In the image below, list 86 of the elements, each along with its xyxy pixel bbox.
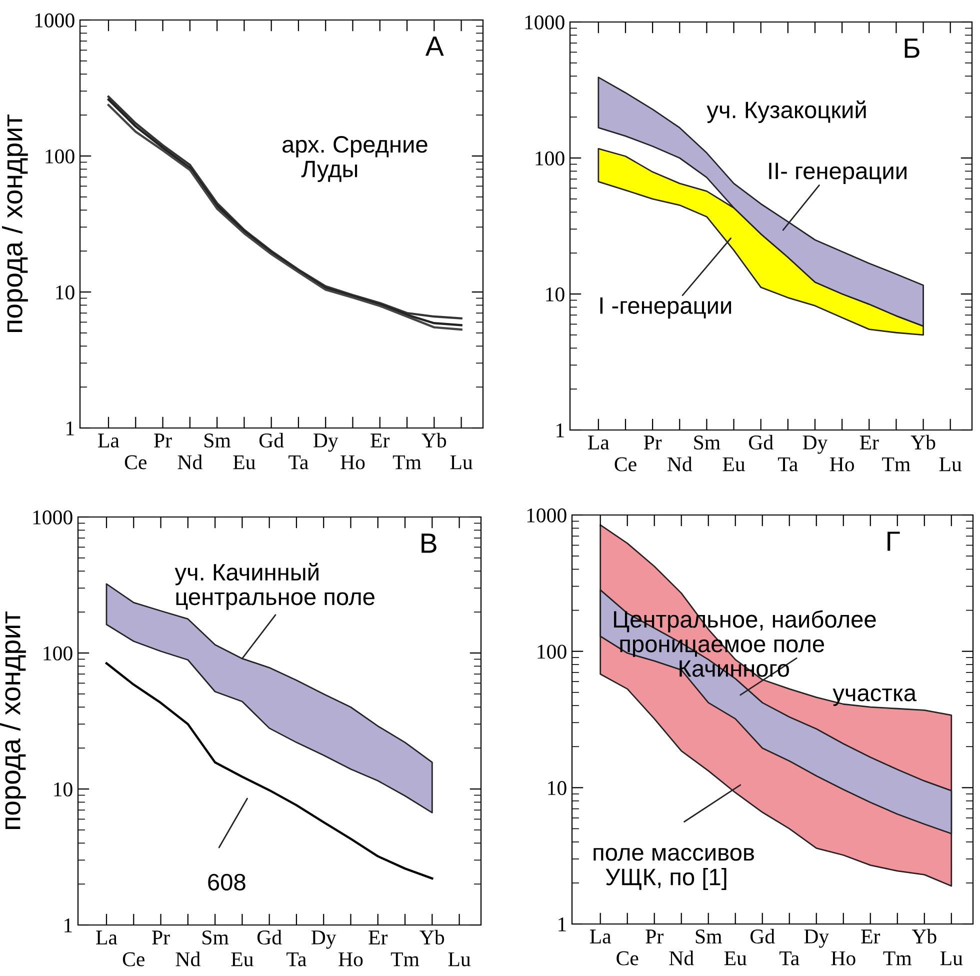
x-tick-label: Yb (422, 432, 446, 448)
x-tick-label: Nd (178, 454, 202, 470)
x-tick-label: Pr (154, 434, 172, 448)
x-tick-label: Sm (204, 434, 231, 448)
y-tick-label: 100 (46, 149, 74, 164)
x-tick-label: Lu (448, 952, 471, 966)
annotation: арх. Средние Луды (282, 136, 428, 182)
x-tick-label: Dy (313, 434, 338, 452)
x-tick-label: Lu (940, 951, 963, 966)
x-tick-label: Ce (124, 455, 146, 470)
x-tick-label: Tm (392, 455, 422, 470)
x-tick-label: Sm (694, 436, 720, 450)
x-tick-label: La (588, 436, 610, 450)
x-tick-label: Yb (912, 928, 936, 944)
y-tick-label: 100 (538, 644, 566, 659)
x-tick-label: Er (861, 930, 880, 944)
x-tick-label: Nd (176, 952, 200, 966)
y-tick-label: 1 (64, 918, 72, 932)
y-tick-label: 1 (558, 917, 566, 932)
annotation: А (425, 36, 444, 56)
y-tick-label: 10 (56, 285, 74, 300)
y-tick-label: 1000 (35, 13, 74, 28)
y-tick-label: 10 (546, 287, 564, 302)
x-tick-label: Eu (722, 457, 745, 472)
y-tick-label: 1 (556, 423, 564, 438)
x-tick-label: Ta (778, 457, 798, 472)
annotation: I -генерации (600, 297, 732, 319)
x-tick-label: Ho (338, 952, 363, 966)
x-tick-label: Dy (802, 436, 828, 454)
annotation: Б (904, 38, 920, 58)
x-tick-label: Ho (340, 455, 365, 470)
x-tick-label: Yb (910, 434, 936, 450)
annotation: II- генерации (769, 162, 906, 184)
x-tick-label: Lu (450, 455, 473, 470)
x-tick-label: Gd (748, 434, 774, 450)
x-tick-label: Yb (420, 930, 444, 945)
annotation: Г (888, 532, 900, 551)
x-tick-label: Ta (288, 455, 308, 470)
y-tick-label: 10 (548, 781, 566, 796)
y-tick-label: 1 (66, 421, 74, 436)
x-tick-label: Pr (644, 436, 662, 450)
y-tick-label: 1000 (525, 15, 564, 30)
x-tick-label: Gd (257, 930, 282, 945)
x-tick-label: La (590, 930, 612, 944)
x-tick-label: La (96, 930, 118, 945)
x-tick-label: Ho (831, 951, 856, 966)
x-tick-label: Ho (830, 457, 854, 472)
x-tick-label: Sm (202, 930, 229, 945)
x-tick-label: Sm (696, 930, 722, 944)
x-tick-label: Er (368, 930, 388, 944)
y-tick-label: 10 (54, 782, 72, 796)
annotation: поле массивов УЩК, по [1] (594, 848, 754, 890)
y-axis-title: порода / хондрит (2, 114, 28, 332)
x-tick-label: Tm (882, 457, 910, 472)
x-tick-label: Ta (286, 952, 306, 966)
x-tick-label: Eu (233, 455, 256, 470)
x-tick-label: Ce (122, 952, 144, 966)
x-tick-label: Dy (311, 930, 336, 949)
annotation: уч. Качинный центральное поле (174, 562, 374, 610)
x-tick-label: La (98, 434, 120, 448)
x-tick-label: Ce (616, 951, 638, 966)
x-tick-label: Pr (152, 930, 170, 944)
x-tick-label: Eu (724, 951, 747, 966)
annotation: уч. Кузакоцкий (706, 100, 866, 123)
x-tick-label: Gd (750, 928, 775, 944)
x-tick-label: Gd (259, 432, 284, 448)
annotation: участка (832, 688, 916, 706)
y-tick-label: 100 (44, 646, 72, 660)
x-tick-label: Tm (883, 951, 912, 966)
x-tick-label: Ta (780, 951, 800, 966)
x-tick-label: Er (370, 434, 390, 448)
x-tick-label: Nd (669, 950, 694, 966)
annotation: В (422, 534, 436, 553)
annotation: 608 (208, 874, 246, 891)
x-tick-label: Eu (231, 952, 254, 966)
y-axis-title: порода / хондрит (0, 612, 26, 829)
y-tick-label: 1000 (33, 510, 72, 524)
x-tick-label: Ce (614, 457, 636, 472)
y-tick-label: 1000 (527, 508, 566, 522)
x-tick-label: Pr (646, 930, 664, 944)
y-tick-label: 100 (536, 151, 564, 166)
x-tick-label: Er (860, 436, 879, 450)
x-tick-label: Nd (668, 456, 692, 472)
x-tick-label: Tm (390, 952, 420, 966)
x-tick-label: Dy (804, 930, 830, 948)
x-tick-label: Lu (939, 457, 962, 472)
